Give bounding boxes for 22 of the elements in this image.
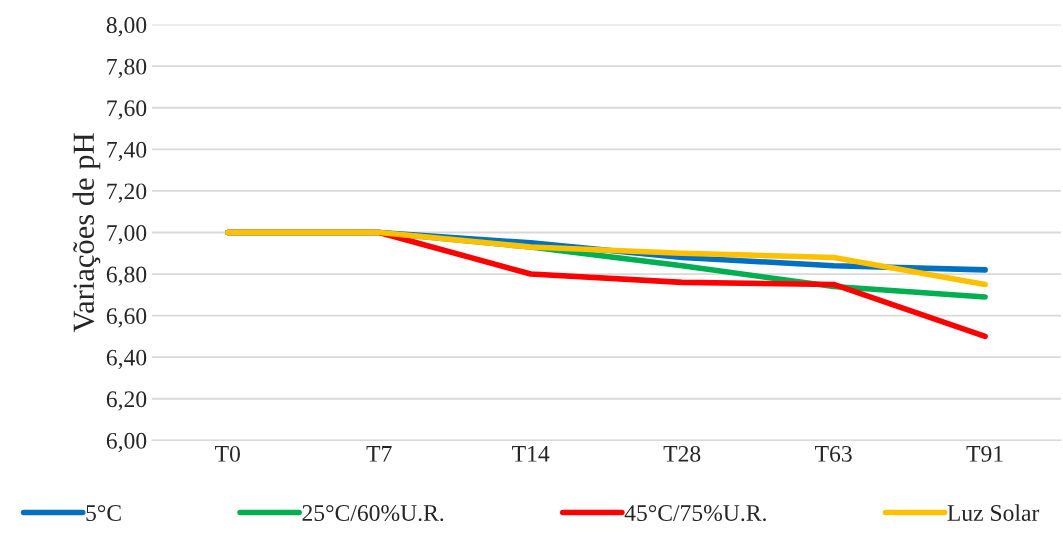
legend-label: 45°C/75%U.R. — [624, 505, 766, 522]
y-axis-title: Variações de pH — [72, 133, 101, 333]
legend-label: 25°C/60%U.R. — [302, 505, 444, 522]
x-tick-label: T28 — [663, 445, 701, 462]
y-tick-label: 7,40 — [107, 141, 147, 162]
legend-label: 5°C — [86, 505, 121, 521]
y-tick-label: 6,60 — [106, 308, 147, 328]
y-tick-label: 7,60 — [107, 100, 147, 120]
y-tick-label: 7,80 — [107, 58, 147, 79]
y-tick-label: 6,40 — [106, 349, 147, 370]
y-tick-label: 7,00 — [107, 224, 147, 245]
y-tick-label: 6,80 — [106, 266, 147, 286]
x-tick-label: T14 — [512, 445, 550, 462]
x-tick-label: T91 — [966, 445, 1003, 462]
x-tick-label: T63 — [815, 445, 852, 462]
x-tick-label: T0 — [215, 445, 240, 462]
y-tick-label: 8,00 — [106, 17, 147, 37]
y-tick-label: 7,20 — [107, 183, 147, 203]
y-tick-label: 6,00 — [106, 432, 147, 453]
legend-label: Luz Solar — [947, 504, 1040, 521]
y-tick-label: 6,20 — [106, 391, 147, 411]
x-tick-label: T7 — [366, 446, 392, 462]
